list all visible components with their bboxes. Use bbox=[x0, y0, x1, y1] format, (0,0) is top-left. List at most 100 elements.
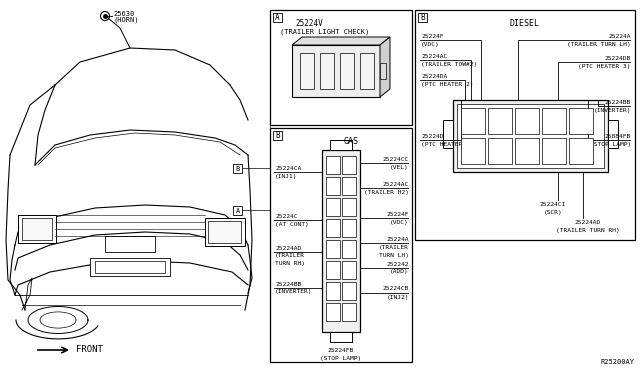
Text: (TRAILER: (TRAILER bbox=[275, 253, 305, 259]
Polygon shape bbox=[380, 37, 390, 97]
Bar bbox=[326, 156, 340, 174]
Text: 25224D: 25224D bbox=[421, 134, 444, 138]
Bar bbox=[542, 108, 566, 134]
Text: 25224V: 25224V bbox=[295, 19, 323, 28]
Bar bbox=[208, 221, 241, 243]
Bar bbox=[95, 261, 165, 273]
Text: 25884FB: 25884FB bbox=[605, 134, 631, 138]
Text: (INVERTER): (INVERTER) bbox=[275, 289, 312, 295]
Text: 25224DB: 25224DB bbox=[605, 55, 631, 61]
Text: (INVERTER): (INVERTER) bbox=[593, 108, 631, 112]
Bar bbox=[233, 206, 242, 215]
Text: 25224A: 25224A bbox=[387, 237, 409, 241]
Text: 25224CB: 25224CB bbox=[383, 286, 409, 292]
Text: (PTC HEATER 1): (PTC HEATER 1) bbox=[421, 141, 474, 147]
Text: (PTC HEATER 3): (PTC HEATER 3) bbox=[579, 64, 631, 68]
Bar bbox=[360, 53, 374, 89]
Bar bbox=[342, 219, 356, 237]
Bar bbox=[380, 63, 386, 79]
Bar bbox=[342, 261, 356, 279]
Text: 25224DA: 25224DA bbox=[421, 74, 447, 78]
Text: 25224AD: 25224AD bbox=[575, 220, 601, 225]
Bar bbox=[18, 215, 56, 243]
Text: 25224AC: 25224AC bbox=[421, 54, 447, 58]
Bar bbox=[457, 104, 604, 168]
Text: 25224BB: 25224BB bbox=[275, 282, 301, 286]
Polygon shape bbox=[292, 37, 390, 45]
Text: B: B bbox=[275, 131, 280, 140]
Text: GAS: GAS bbox=[344, 137, 358, 146]
Text: (VDC): (VDC) bbox=[390, 219, 409, 224]
Text: 25224AC: 25224AC bbox=[383, 182, 409, 186]
Bar bbox=[205, 218, 245, 246]
Text: (AT CONT): (AT CONT) bbox=[275, 221, 308, 227]
Text: 25224FB: 25224FB bbox=[328, 348, 354, 353]
Bar bbox=[322, 150, 360, 332]
Bar bbox=[326, 240, 340, 258]
Bar bbox=[342, 177, 356, 195]
Text: B: B bbox=[236, 166, 239, 171]
Text: A: A bbox=[275, 13, 280, 22]
Bar bbox=[515, 138, 539, 164]
Text: TURN RH): TURN RH) bbox=[275, 262, 305, 266]
Text: (TRAILER TOW#2): (TRAILER TOW#2) bbox=[421, 61, 477, 67]
Bar bbox=[342, 198, 356, 216]
Text: (INJ1): (INJ1) bbox=[275, 173, 298, 179]
Text: (VDC): (VDC) bbox=[421, 42, 440, 46]
Bar bbox=[270, 128, 412, 362]
Bar bbox=[461, 108, 485, 134]
Text: 25224C: 25224C bbox=[275, 214, 298, 218]
Text: R25200AY: R25200AY bbox=[601, 359, 635, 365]
Bar bbox=[273, 13, 282, 22]
Bar bbox=[326, 177, 340, 195]
Bar bbox=[326, 219, 340, 237]
Text: (STOP LAMP): (STOP LAMP) bbox=[321, 356, 362, 361]
Text: 25224CI: 25224CI bbox=[540, 202, 566, 207]
Bar bbox=[418, 13, 427, 22]
Text: (SCR): (SCR) bbox=[543, 210, 563, 215]
Text: (ADD): (ADD) bbox=[390, 269, 409, 275]
Text: (TRAILER TURN LH): (TRAILER TURN LH) bbox=[567, 42, 631, 46]
Bar bbox=[415, 10, 635, 240]
Text: (STOP LAMP): (STOP LAMP) bbox=[589, 141, 631, 147]
Bar bbox=[542, 138, 566, 164]
Bar bbox=[273, 131, 282, 140]
Bar bbox=[342, 282, 356, 300]
Bar bbox=[443, 120, 453, 148]
Bar bbox=[569, 138, 593, 164]
Text: (PTC HEATER 2): (PTC HEATER 2) bbox=[421, 81, 474, 87]
Text: 25630: 25630 bbox=[113, 11, 134, 17]
Bar bbox=[342, 156, 356, 174]
Bar bbox=[342, 303, 356, 321]
Bar bbox=[330, 332, 352, 342]
Text: 25224A: 25224A bbox=[609, 33, 631, 38]
Bar bbox=[326, 282, 340, 300]
Text: (TRAILER: (TRAILER bbox=[379, 244, 409, 250]
Bar bbox=[233, 164, 242, 173]
Text: (INJ2): (INJ2) bbox=[387, 295, 409, 299]
Bar bbox=[292, 45, 380, 97]
Bar bbox=[90, 258, 170, 276]
Text: FRONT: FRONT bbox=[76, 346, 103, 355]
Bar bbox=[569, 108, 593, 134]
Text: 25224F: 25224F bbox=[421, 33, 444, 38]
Bar bbox=[326, 198, 340, 216]
Text: (TRAILER TURN RH): (TRAILER TURN RH) bbox=[556, 228, 620, 233]
Bar bbox=[488, 138, 512, 164]
Text: (TRAILER LIGHT CHECK): (TRAILER LIGHT CHECK) bbox=[280, 28, 369, 35]
Bar bbox=[270, 10, 412, 125]
Text: 252242: 252242 bbox=[387, 262, 409, 266]
Text: (HORN): (HORN) bbox=[113, 17, 138, 23]
Text: DIESEL: DIESEL bbox=[510, 19, 540, 28]
Bar bbox=[326, 261, 340, 279]
Bar bbox=[342, 240, 356, 258]
Text: A: A bbox=[236, 208, 239, 214]
Bar bbox=[461, 138, 485, 164]
Text: (TRAILER H2): (TRAILER H2) bbox=[364, 189, 409, 195]
Text: (VEL): (VEL) bbox=[390, 164, 409, 170]
Bar bbox=[105, 236, 155, 252]
Bar bbox=[22, 218, 52, 240]
Bar bbox=[326, 303, 340, 321]
Text: 25224CC: 25224CC bbox=[383, 157, 409, 161]
Bar bbox=[488, 108, 512, 134]
